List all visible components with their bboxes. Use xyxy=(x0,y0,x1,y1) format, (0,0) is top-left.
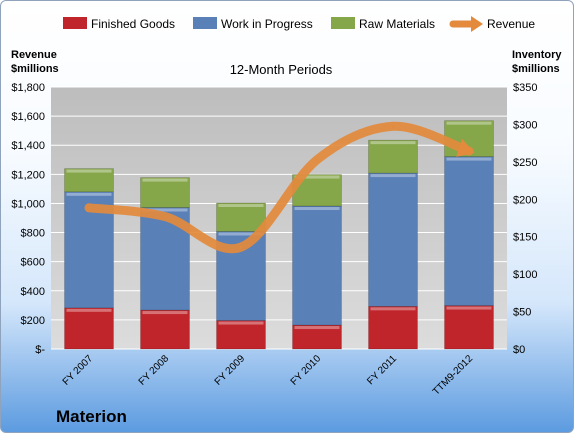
x-axis-ticks: FY 2007 FY 2008 FY 2009 FY 2010 FY 2011 TTM9-… xyxy=(61,353,476,398)
legend-label-revenue: Revenue xyxy=(487,17,535,31)
x-tick-label: FY 2011 xyxy=(365,353,399,387)
revenue-point xyxy=(240,246,242,249)
left-tick-label: $- xyxy=(35,344,45,356)
bar-work-in-progress xyxy=(444,156,494,306)
legend-swatch-revenue-arrowhead xyxy=(471,16,483,32)
bar-highlight xyxy=(446,121,492,125)
x-tick-label: FY 2010 xyxy=(289,353,324,388)
bar-finished-goods xyxy=(368,306,418,350)
legend: Finished Goods Work in Progress Raw Mate… xyxy=(63,16,535,32)
bar-highlight xyxy=(294,326,340,330)
revenue-point xyxy=(316,158,318,161)
bar-highlight xyxy=(142,178,188,182)
legend-label-raw-materials: Raw Materials xyxy=(359,17,435,31)
x-tick-label: TTM9-2012 xyxy=(431,353,476,398)
left-tick-label: $1,400 xyxy=(11,140,45,152)
company-name: Materion xyxy=(56,407,127,426)
bar-highlight xyxy=(66,192,112,196)
legend-swatch-work-in-progress xyxy=(193,17,217,29)
right-tick-label: $250 xyxy=(513,157,537,169)
left-tick-label: $1,800 xyxy=(11,82,45,94)
bar-raw-materials xyxy=(64,168,114,193)
right-axis-ticks: $0 $50 $100 $150 $200 $250 $300 $350 xyxy=(513,82,537,356)
left-tick-label: $200 xyxy=(21,315,45,327)
right-axis-title-line1: Inventory xyxy=(512,49,562,61)
x-tick-label: FY 2009 xyxy=(213,353,248,388)
bar-highlight xyxy=(218,232,264,236)
bars xyxy=(64,120,494,350)
bar-work-in-progress xyxy=(292,205,342,326)
bar-highlight xyxy=(142,311,188,315)
revenue-arrowhead xyxy=(456,138,475,157)
left-tick-label: $1,200 xyxy=(11,169,45,181)
right-tick-label: $200 xyxy=(513,194,537,206)
bar-highlight xyxy=(218,204,264,208)
bar-finished-goods xyxy=(444,305,494,350)
revenue-point xyxy=(88,206,90,209)
left-tick-label: $1,600 xyxy=(11,111,45,123)
left-axis-ticks: $- $200 $400 $600 $800 $1,000 $1,200 $1,400 $1,6… xyxy=(11,82,45,356)
chart-subtitle: 12-Month Periods xyxy=(230,62,333,77)
left-axis-title-line1: Revenue xyxy=(11,49,57,61)
bar-highlight xyxy=(370,174,416,178)
bar-highlight xyxy=(370,141,416,145)
revenue-point xyxy=(468,150,470,153)
bar-highlight xyxy=(66,308,112,312)
left-tick-label: $800 xyxy=(21,228,45,240)
x-tick-label: FY 2007 xyxy=(61,353,96,388)
bar-finished-goods xyxy=(140,309,190,350)
left-tick-label: $1,000 xyxy=(11,198,45,210)
bar-highlight xyxy=(446,306,492,310)
bar-work-in-progress xyxy=(368,172,418,307)
bar-highlight xyxy=(446,157,492,161)
bar-raw-materials xyxy=(140,177,190,208)
legend-label-finished-goods: Finished Goods xyxy=(91,17,175,31)
right-tick-label: $0 xyxy=(513,344,525,356)
x-tick-label: FY 2008 xyxy=(137,353,172,388)
right-tick-label: $50 xyxy=(513,307,531,319)
bar-finished-goods xyxy=(216,320,266,350)
right-tick-label: $300 xyxy=(513,119,537,131)
right-tick-label: $150 xyxy=(513,232,537,244)
legend-swatch-raw-materials xyxy=(331,17,355,29)
revenue-point xyxy=(392,125,394,128)
right-tick-label: $100 xyxy=(513,269,537,281)
bar-highlight xyxy=(294,207,340,211)
bar-finished-goods xyxy=(64,307,114,350)
revenue-point xyxy=(164,215,166,218)
legend-swatch-finished-goods xyxy=(63,17,87,29)
left-tick-label: $600 xyxy=(21,257,45,269)
bar-highlight xyxy=(370,307,416,311)
right-axis-title-line2: $millions xyxy=(512,63,560,75)
bar-highlight xyxy=(218,321,264,325)
bar-highlight xyxy=(294,175,340,179)
legend-label-work-in-progress: Work in Progress xyxy=(221,17,313,31)
bar-raw-materials xyxy=(368,139,418,174)
plot-area xyxy=(51,87,507,349)
revenue-series xyxy=(84,121,475,254)
right-tick-label: $350 xyxy=(513,82,537,94)
gridlines xyxy=(51,86,507,350)
left-axis-title-line2: $millions xyxy=(11,63,59,75)
bar-raw-materials xyxy=(216,202,266,232)
left-tick-label: $400 xyxy=(21,286,45,298)
bar-highlight xyxy=(142,208,188,212)
bar-highlight xyxy=(66,169,112,173)
